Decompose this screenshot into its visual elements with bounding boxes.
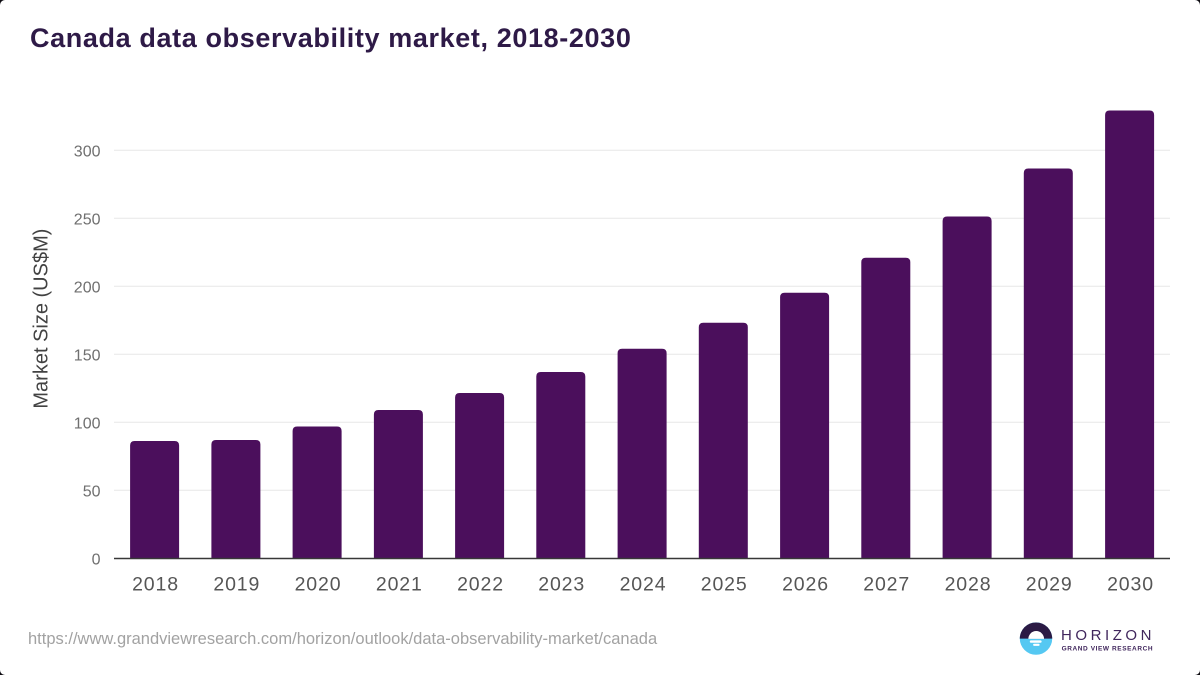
svg-text:GRAND VIEW RESEARCH: GRAND VIEW RESEARCH	[1062, 645, 1154, 652]
svg-text:200: 200	[74, 280, 101, 297]
svg-text:2023: 2023	[538, 573, 585, 595]
svg-text:2028: 2028	[945, 573, 992, 595]
svg-text:50: 50	[83, 484, 101, 501]
svg-text:2019: 2019	[213, 573, 260, 595]
svg-text:2024: 2024	[620, 573, 667, 595]
svg-text:0: 0	[92, 552, 101, 569]
svg-text:2022: 2022	[457, 573, 504, 595]
svg-text:2027: 2027	[863, 573, 910, 595]
svg-text:Market Size (US$M): Market Size (US$M)	[31, 229, 53, 409]
svg-text:2021: 2021	[376, 573, 423, 595]
svg-text:100: 100	[74, 416, 101, 433]
svg-text:300: 300	[74, 144, 101, 161]
svg-text:HORIZON: HORIZON	[1061, 627, 1155, 644]
svg-text:250: 250	[74, 212, 101, 229]
svg-text:2025: 2025	[701, 573, 748, 595]
svg-text:2029: 2029	[1026, 573, 1073, 595]
svg-text:2030: 2030	[1107, 573, 1154, 595]
svg-text:150: 150	[74, 348, 101, 365]
svg-text:2018: 2018	[132, 573, 179, 595]
svg-text:2026: 2026	[782, 573, 829, 595]
svg-text:2020: 2020	[295, 573, 342, 595]
